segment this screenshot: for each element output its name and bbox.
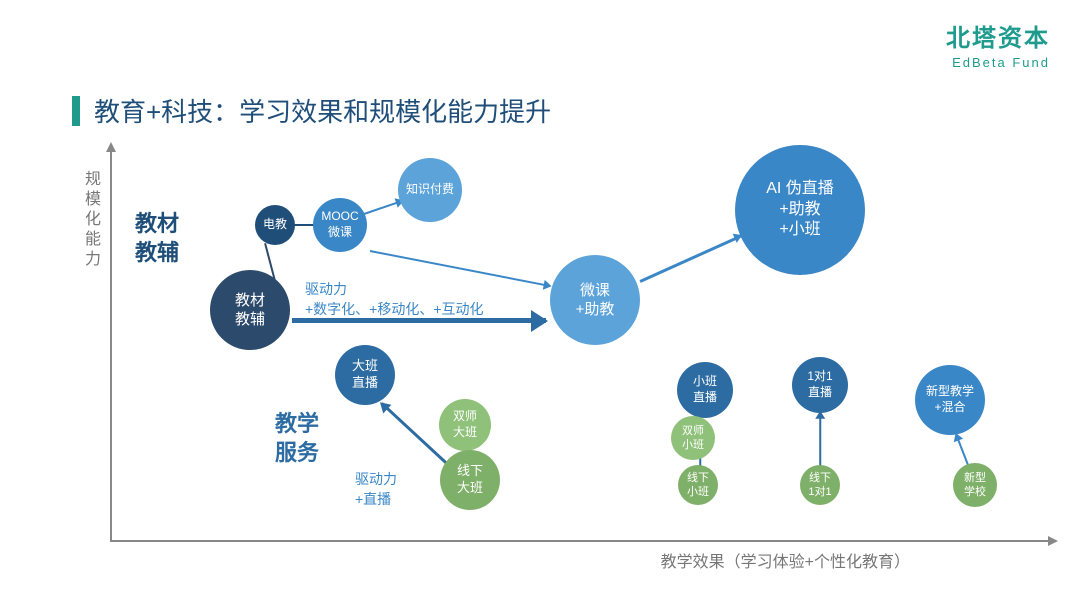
group-label: 教材 教辅 (135, 210, 179, 267)
x-axis-arrow (1048, 536, 1058, 546)
connector (294, 224, 314, 226)
connector (955, 434, 968, 466)
logo-main-text: 北塔资本 (946, 18, 1050, 53)
bubble-chart: 规模化能力 教学效果（学习体验+个性化教育） 教材 教辅教学 服务 教材 教辅 电教… (80, 150, 1050, 580)
bubble-node: 新型 学校 (953, 463, 997, 507)
bubble-node: AI 伪直播 +助教 +小班 (735, 145, 865, 275)
y-axis-line (110, 150, 112, 540)
bubble-node: 微课 +助教 (550, 255, 640, 345)
annotation-text: 驱动力 +直播 (355, 470, 397, 509)
bubble-node: 1对1 直播 (792, 357, 848, 413)
bubble-node: 知识付费 (398, 158, 462, 222)
x-axis-line (110, 540, 1050, 542)
bubble-node: 线下 小班 (678, 465, 718, 505)
title-text: 教育+科技：学习效果和规模化能力提升 (94, 92, 551, 129)
group-label: 教学 服务 (275, 410, 319, 467)
connector (819, 413, 821, 468)
slide-title: 教育+科技：学习效果和规模化能力提升 (72, 92, 551, 129)
x-axis-label: 教学效果（学习体验+个性化教育） (661, 548, 910, 572)
annotation-text: 驱动力 +数字化、+移动化、+互动化 (305, 280, 484, 319)
connector (639, 235, 740, 282)
bubble-node: 电教 (255, 205, 295, 245)
bubble-node: 线下 1对1 (800, 465, 840, 505)
connector (364, 200, 403, 215)
brand-logo: 北塔资本 EdBeta Fund (946, 18, 1050, 70)
title-accent-bar (72, 96, 80, 126)
y-axis-label: 规模化能力 (78, 170, 102, 270)
bubble-node: 双师 大班 (439, 399, 491, 451)
bubble-node: 新型教学 +混合 (915, 365, 985, 435)
bubble-node: 线下 大班 (440, 450, 500, 510)
bubble-node: 大班 直播 (335, 345, 395, 405)
logo-sub-text: EdBeta Fund (946, 55, 1050, 70)
bubble-node: 双师 小班 (671, 416, 715, 460)
bubble-node: MOOC 微课 (313, 198, 367, 252)
y-axis-arrow (106, 142, 116, 152)
bubble-node: 小班 直播 (677, 362, 733, 418)
bubble-node: 教材 教辅 (210, 270, 290, 350)
